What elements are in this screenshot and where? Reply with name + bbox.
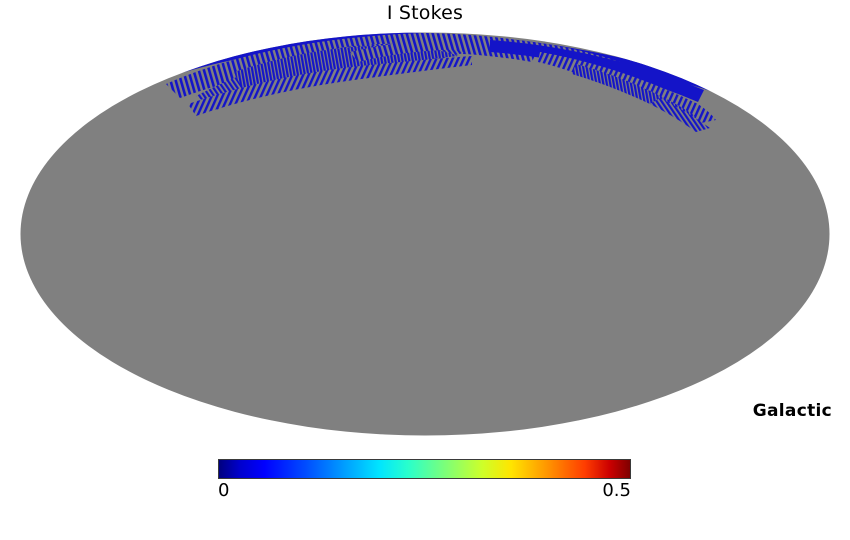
scan-stripes-right-tail: [650, 98, 710, 132]
skymap-canvas: [20, 32, 830, 436]
page-title: I Stokes: [386, 2, 464, 24]
colorbar: 0 0.5: [218, 459, 631, 504]
scan-stripes-center: [350, 37, 620, 72]
masked-sky-region: [20, 32, 830, 436]
colorbar-gradient: [218, 459, 631, 479]
colorbar-max-label: 0.5: [602, 480, 631, 501]
coordinate-system-label: Galactic: [752, 401, 832, 421]
scan-stripes-left-lower: [188, 56, 472, 116]
mollweide-projection: [20, 32, 830, 436]
colorbar-min-label: 0: [218, 480, 230, 501]
observed-data-band: [140, 32, 720, 132]
colorbar-tick-labels: 0 0.5: [218, 480, 631, 504]
